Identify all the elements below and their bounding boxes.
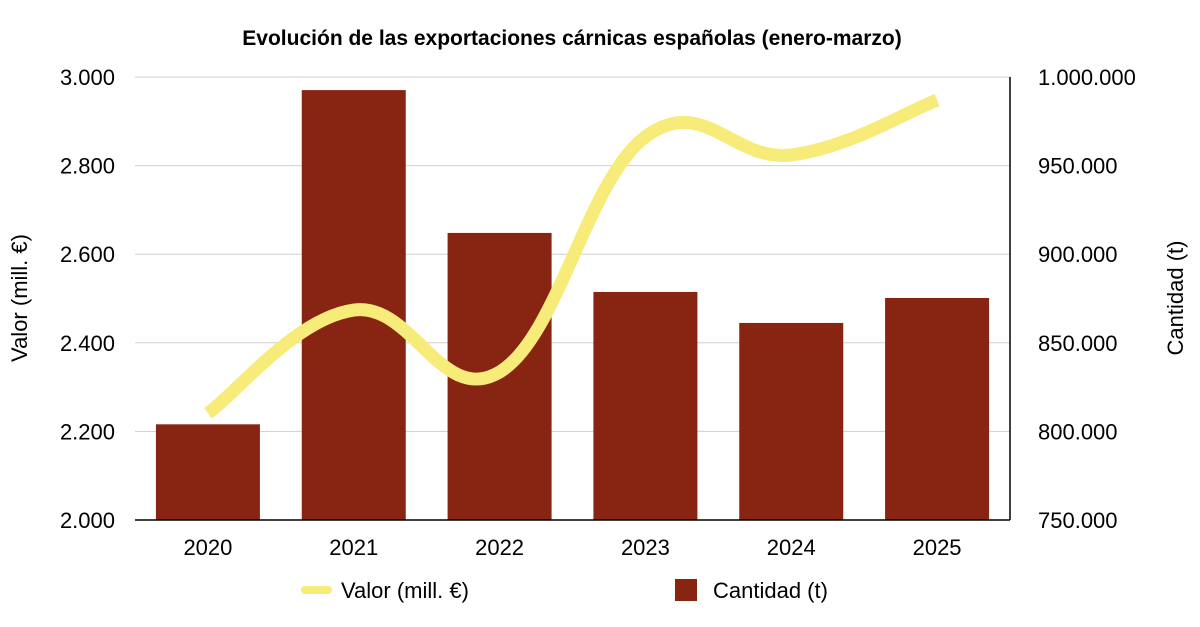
chart-title: Evolución de las exportaciones cárnicas … [242,27,901,50]
x-tick: 2021 [329,535,378,560]
x-tick: 2022 [475,535,524,560]
y-tick-right: 750.000 [1038,508,1118,533]
bar-2023 [593,292,697,520]
y-axis-right-label: Cantidad (t) [1163,241,1188,356]
y-tick-right: 950.000 [1038,154,1118,179]
y-tick-left: 2.000 [60,508,115,533]
y-tick-left: 2.600 [60,242,115,267]
x-tick: 2025 [913,535,962,560]
y-tick-right: 850.000 [1038,331,1118,356]
y-tick-right: 900.000 [1038,242,1118,267]
bar-2024 [739,323,843,520]
y-tick-right: 1.000.000 [1038,65,1136,90]
x-tick: 2024 [767,535,816,560]
y-axis-left-label: Valor (mill. €) [7,234,32,362]
y-tick-left: 2.200 [60,419,115,444]
bar-2020 [156,424,260,520]
y-tick-left: 2.800 [60,154,115,179]
x-tick: 2023 [621,535,670,560]
legend: Valor (mill. €) Cantidad (t) [305,578,828,603]
y-tick-right: 800.000 [1038,419,1118,444]
y-tick-left: 2.400 [60,331,115,356]
legend-label-cantidad: Cantidad (t) [713,578,828,603]
y-tick-left: 3.000 [60,65,115,90]
bar-2025 [885,298,989,520]
x-tick: 2020 [183,535,232,560]
legend-bar-swatch [675,579,697,601]
legend-label-valor: Valor (mill. €) [341,578,469,603]
